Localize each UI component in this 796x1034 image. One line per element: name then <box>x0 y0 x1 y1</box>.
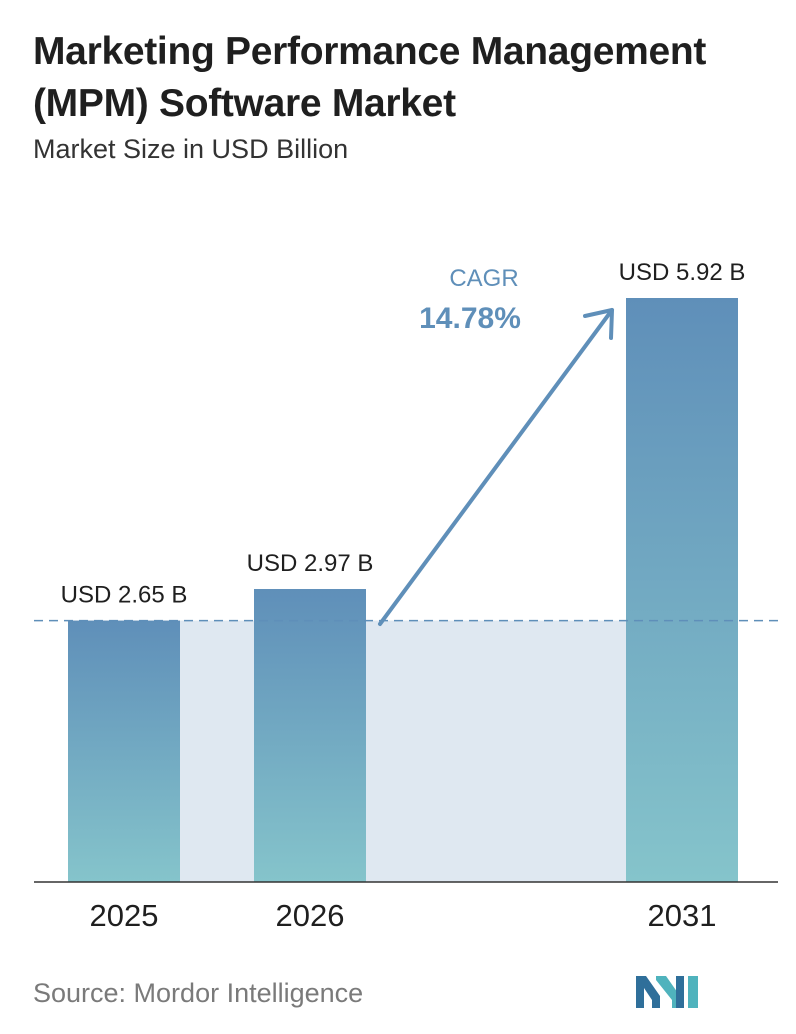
chart-subtitle: Market Size in USD Billion <box>33 134 349 164</box>
bar-2025 <box>68 620 180 882</box>
cagr-arrow <box>378 308 614 626</box>
value-label-2031: USD 5.92 B <box>619 259 746 286</box>
source-note: Source: Mordor Intelligence <box>33 978 364 1008</box>
chart-title: Marketing Performance Management (MPM) S… <box>33 30 707 125</box>
category-label-2025: 2025 <box>90 898 159 933</box>
category-label-2026: 2026 <box>276 898 345 933</box>
bar-2026 <box>254 589 366 882</box>
value-label-2026: USD 2.97 B <box>247 550 374 577</box>
bar-2031 <box>626 298 738 882</box>
value-label-2025: USD 2.65 B <box>61 582 188 609</box>
cagr-arrow-head <box>583 308 614 340</box>
mordor-intelligence-logo-icon <box>636 976 698 1008</box>
cagr-label: CAGR <box>449 265 518 292</box>
bar-chart: USD 2.65 B 2025 USD 2.97 B 2026 USD 5.92 B 20… <box>34 259 780 933</box>
cagr-value: 14.78% <box>419 302 521 335</box>
category-label-2031: 2031 <box>648 898 717 933</box>
